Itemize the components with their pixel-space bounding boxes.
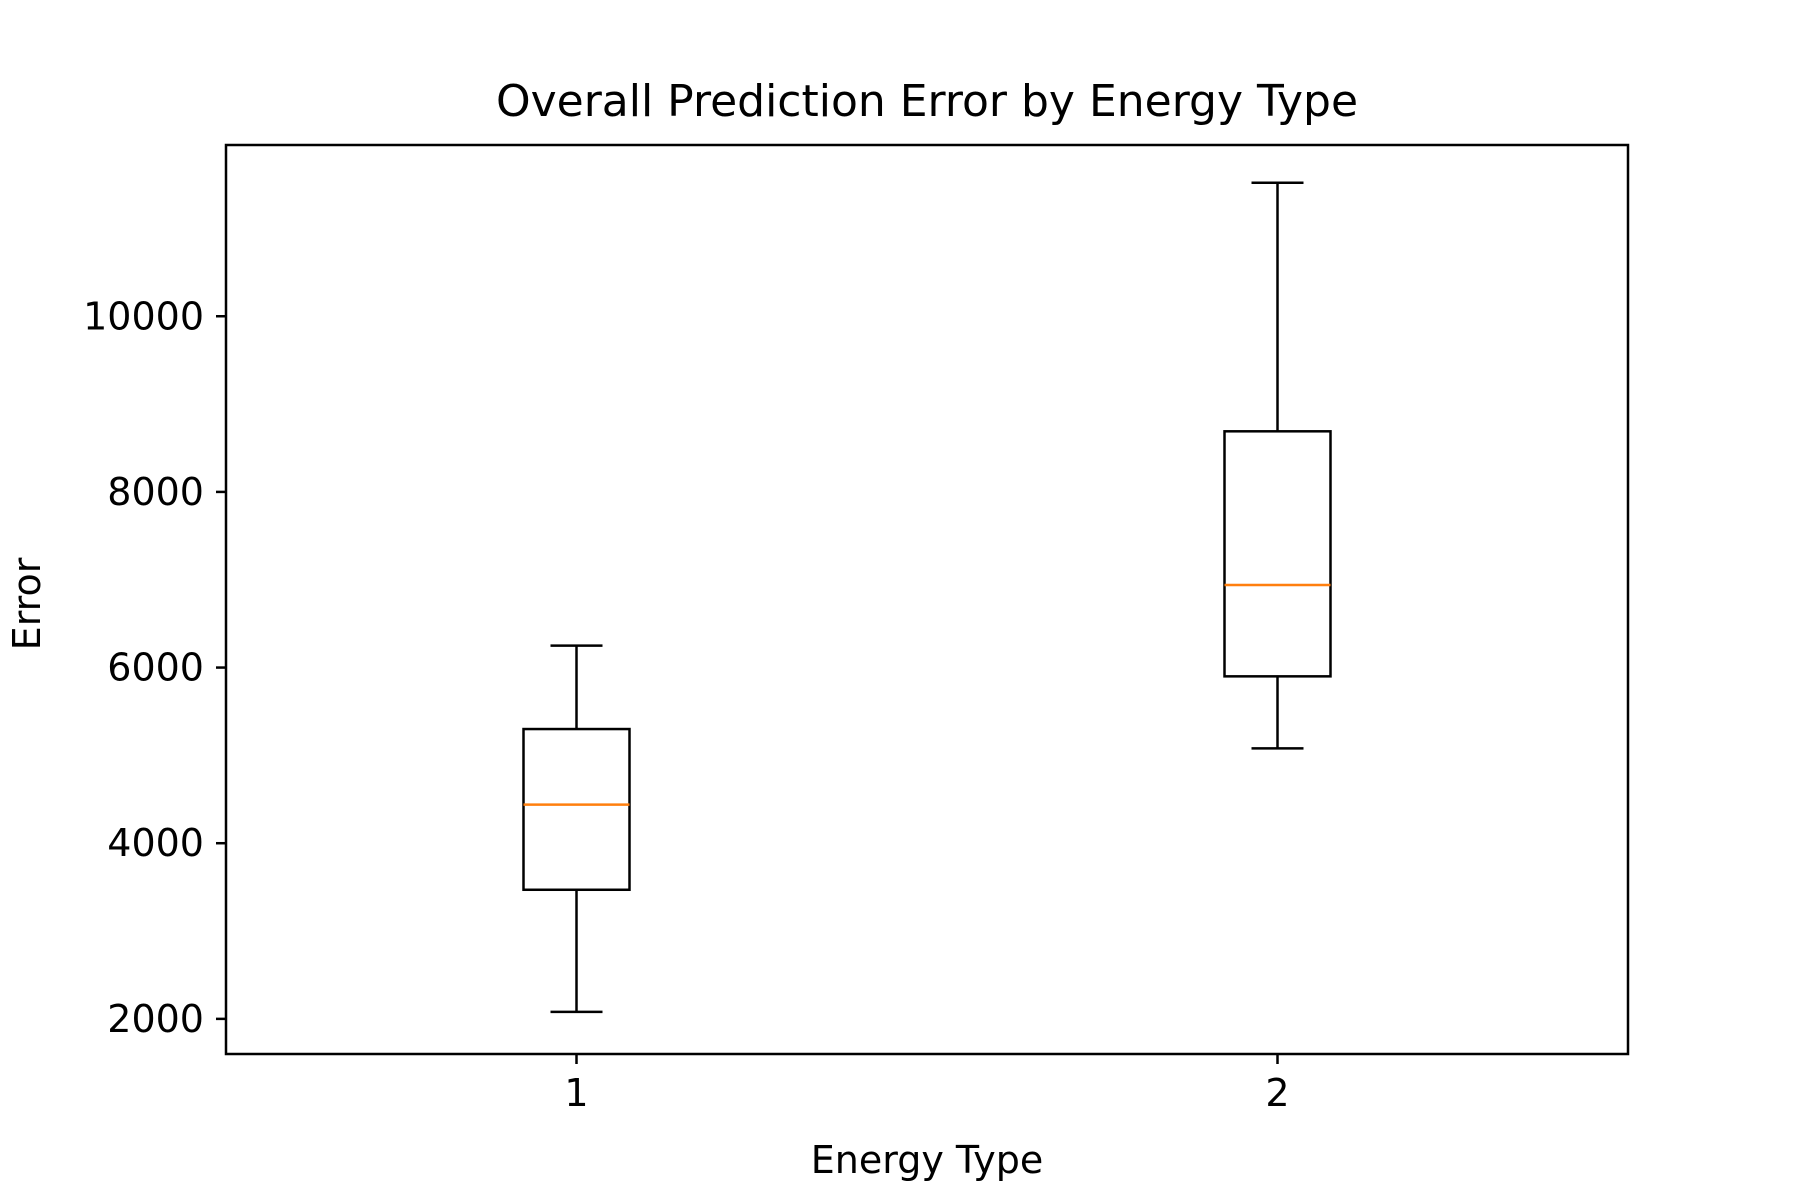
y-tick-label-6000: 6000 (107, 646, 204, 690)
boxes-layer (522, 181, 1332, 1014)
x-tick-label-1: 1 (564, 1071, 588, 1115)
plot-area-frame (224, 143, 1630, 1056)
iqr-box-2 (1223, 430, 1332, 678)
chart-title: Overall Prediction Error by Energy Type (496, 76, 1358, 127)
y-axis-ticks: 2000 4000 6000 8000 10000 (83, 294, 226, 1041)
y-axis-label: Error (5, 557, 49, 650)
y-tick-label-8000: 8000 (107, 470, 204, 514)
x-axis-label: Energy Type (811, 1138, 1043, 1182)
y-tick-label-2000: 2000 (107, 997, 204, 1041)
iqr-box-1 (522, 727, 631, 892)
x-tick-label-2: 2 (1265, 1071, 1289, 1115)
y-tick-label-10000: 10000 (83, 294, 204, 338)
box-group-1 (522, 644, 631, 1014)
y-tick-label-4000: 4000 (107, 821, 204, 865)
box-group-2 (1223, 181, 1332, 750)
